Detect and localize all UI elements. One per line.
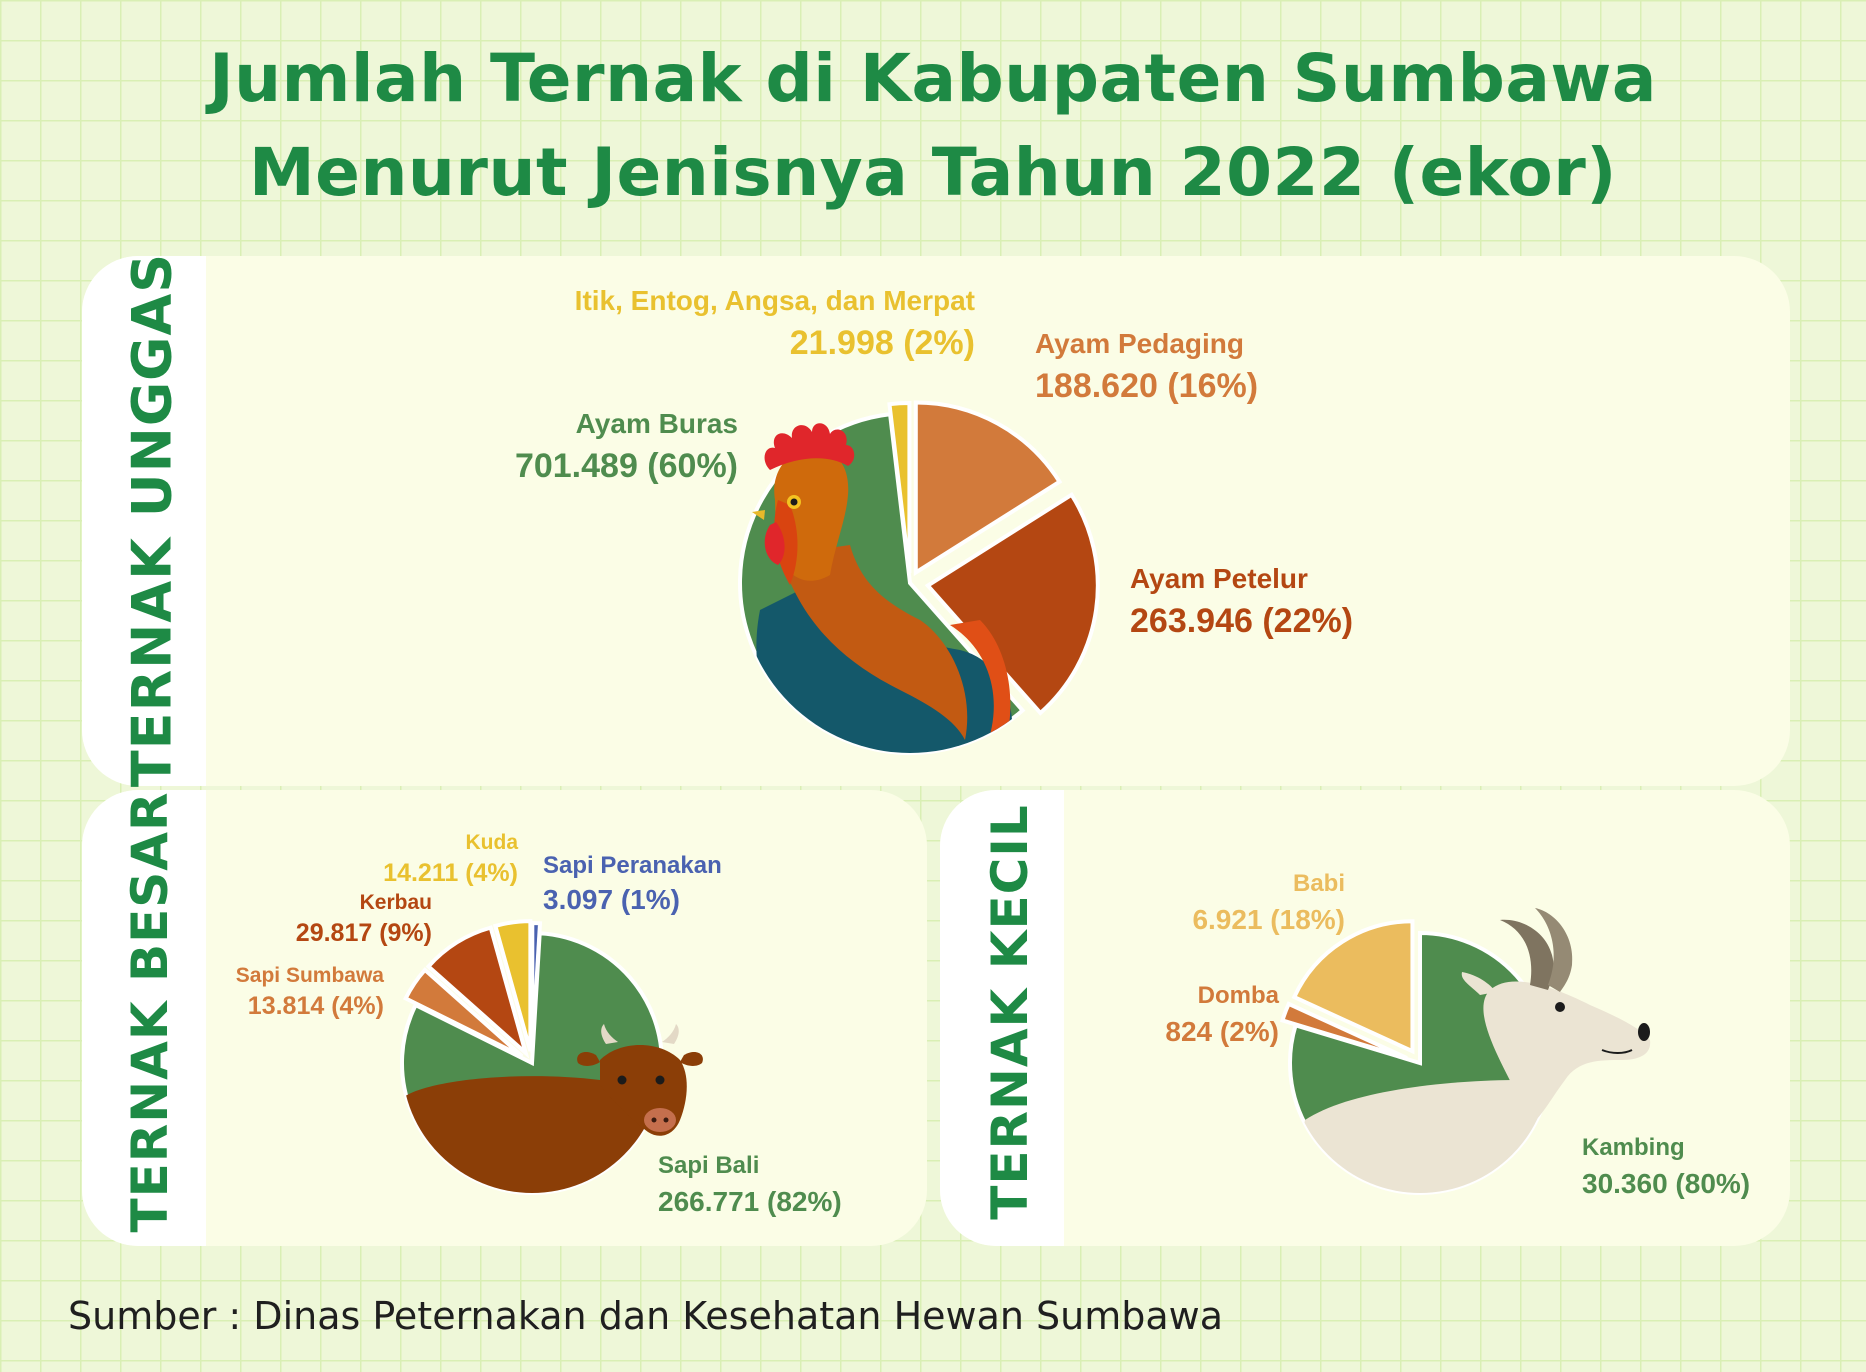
pie-slice-babi	[1291, 919, 1415, 1055]
pie-slice-ayam-pedaging	[913, 400, 1063, 577]
pie-chart-kecil: Kambing 30.360 (80%) Domba 824 (2%) Babi 6.92…	[1165, 870, 1750, 1199]
pie-labels-besar: Sapi Peranakan 3.097 (1%) Sapi Bali 266.771…	[236, 831, 842, 1217]
slice-value: 6.921 (18%)	[1192, 904, 1345, 935]
slice-value: 30.360 (80%)	[1582, 1168, 1750, 1199]
slice-value: 824 (2%)	[1165, 1016, 1279, 1047]
panel-side-strip	[82, 256, 206, 786]
chart-title-line-1: Jumlah Ternak di Kabupaten Sumbawa	[209, 40, 1657, 117]
slice-value: 266.771 (82%)	[658, 1186, 842, 1217]
slice-label: Kerbau	[360, 891, 432, 914]
pie-labels-unggas: Ayam Pedaging 188.620 (16%) Ayam Petelur 26…	[515, 285, 1353, 640]
chart-title-line-2: Menurut Jenisnya Tahun 2022 (ekor)	[249, 134, 1617, 211]
pie-chart-unggas: Ayam Pedaging 188.620 (16%) Ayam Petelur 26…	[515, 285, 1353, 755]
slice-value: 263.946 (22%)	[1130, 602, 1353, 640]
slice-value: 3.097 (1%)	[543, 884, 680, 915]
slice-label: Domba	[1198, 982, 1280, 1009]
slice-label: Kuda	[466, 831, 519, 854]
slice-value: 701.489 (60%)	[515, 447, 738, 485]
pie-slice-kerbau	[425, 925, 530, 1059]
slice-label: Babi	[1293, 870, 1345, 897]
slice-value: 14.211 (4%)	[383, 859, 518, 887]
pie-labels-kecil: Kambing 30.360 (80%) Domba 824 (2%) Babi 6.92…	[1165, 870, 1750, 1199]
slice-label: Sapi Peranakan	[543, 852, 722, 879]
slice-label: Sapi Sumbawa	[236, 964, 385, 987]
pie-slice-kuda	[492, 919, 533, 1052]
slice-label: Ayam Pedaging	[1035, 328, 1244, 359]
slice-value: 188.620 (16%)	[1035, 367, 1258, 405]
slice-value: 29.817 (9%)	[296, 919, 432, 947]
slice-label: Itik, Entog, Angsa, dan Merpat	[575, 285, 975, 316]
goat-illustration	[1290, 908, 1651, 1193]
pie-slice-domba	[1279, 1001, 1408, 1060]
slice-label: Sapi Bali	[658, 1152, 759, 1179]
slice-value: 13.814 (4%)	[248, 992, 384, 1020]
rooster-illustration	[752, 423, 1013, 753]
pie-slice-itik-entog-angsa-dan-merpat	[887, 401, 912, 574]
panel-side-strip	[82, 790, 206, 1246]
slice-label: Kambing	[1582, 1134, 1685, 1161]
slice-label: Ayam Petelur	[1130, 563, 1308, 594]
pie-slice-ayam-petelur	[924, 492, 1100, 716]
slice-label: Ayam Buras	[576, 408, 738, 439]
source-citation: Sumber : Dinas Peternakan dan Kesehatan …	[68, 1294, 1224, 1338]
pie-chart-besar: Sapi Peranakan 3.097 (1%) Sapi Bali 266.771…	[236, 831, 842, 1217]
slice-value: 21.998 (2%)	[790, 324, 975, 362]
panel-side-strip	[940, 790, 1064, 1246]
pie-slice-sapi-sumbawa	[402, 967, 524, 1059]
